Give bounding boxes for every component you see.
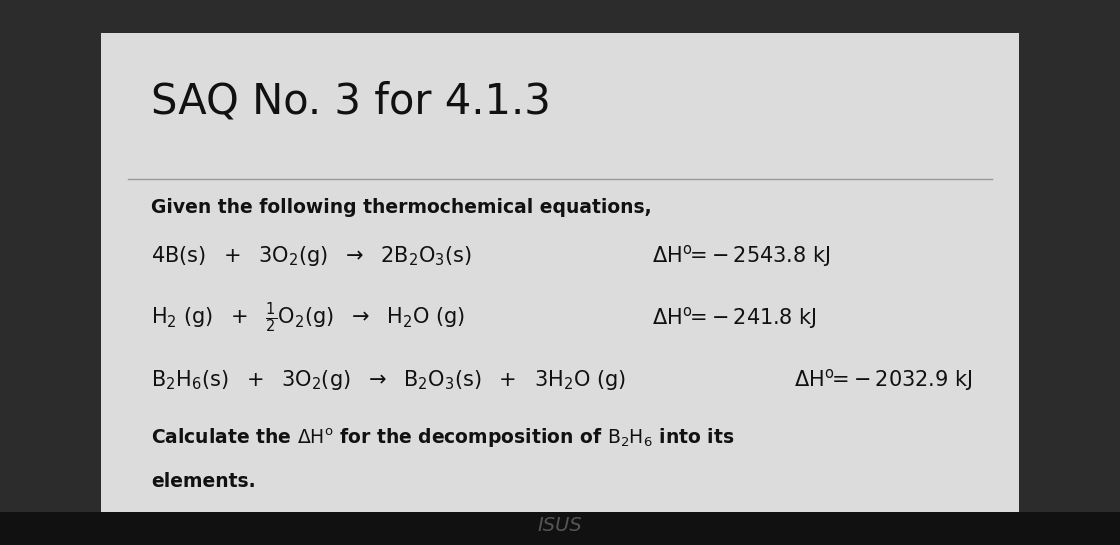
Text: Given the following thermochemical equations,: Given the following thermochemical equat… xyxy=(151,198,652,217)
Text: elements.: elements. xyxy=(151,471,256,490)
Text: $\mathsf{B_2H_6(s)\ \ +\ \ 3O_2(g)\ \ \rightarrow\ \ B_2O_3(s)\ \ +\ \ 3H_2O\ (g: $\mathsf{B_2H_6(s)\ \ +\ \ 3O_2(g)\ \ \r… xyxy=(151,368,626,392)
Text: $\mathsf{4B(s)\ \ +\ \ 3O_2(g)\ \ \rightarrow\ \ 2B_2O_3(s)}$: $\mathsf{4B(s)\ \ +\ \ 3O_2(g)\ \ \right… xyxy=(151,244,473,268)
Text: $\mathsf{\Delta H^o\!\!=\!-2032.9\ kJ}$: $\mathsf{\Delta H^o\!\!=\!-2032.9\ kJ}$ xyxy=(794,367,973,393)
Text: Calculate the $\mathsf{\Delta H^o}$ for the decomposition of $\mathsf{B_2H_6}$ i: Calculate the $\mathsf{\Delta H^o}$ for … xyxy=(151,426,735,450)
Text: $\mathsf{\Delta H^o\!\!=\!-241.8\ kJ}$: $\mathsf{\Delta H^o\!\!=\!-241.8\ kJ}$ xyxy=(652,305,816,331)
Text: ISUS: ISUS xyxy=(538,517,582,535)
Text: $\mathsf{H_2\ (g)\ \ +\ \ \frac{1}{2}O_2(g)\ \ \rightarrow\ \ H_2O\ (g)}$: $\mathsf{H_2\ (g)\ \ +\ \ \frac{1}{2}O_2… xyxy=(151,301,466,335)
Text: $\mathsf{\Delta H^o\!\!=\!-2543.8\ kJ}$: $\mathsf{\Delta H^o\!\!=\!-2543.8\ kJ}$ xyxy=(652,243,830,269)
Text: SAQ No. 3 for 4.1.3: SAQ No. 3 for 4.1.3 xyxy=(151,81,551,123)
